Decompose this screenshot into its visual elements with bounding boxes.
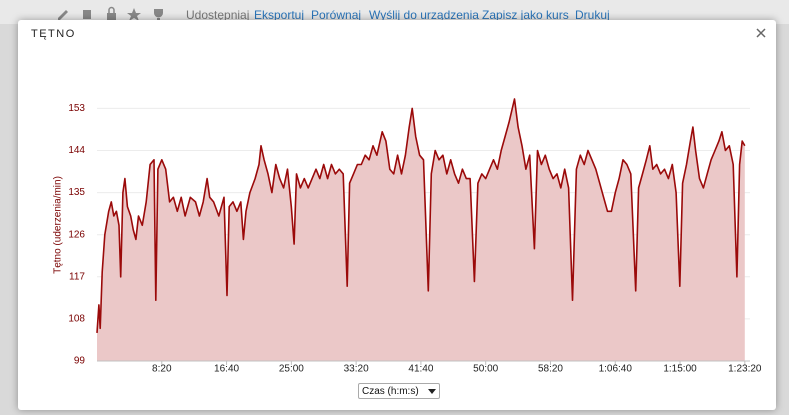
x-tick-label: 1:23:20 xyxy=(728,364,762,375)
area-fill xyxy=(97,99,745,361)
selector-text: Czas (h:m:s) xyxy=(362,386,419,397)
toolbar-link[interactable]: Eksportuj xyxy=(254,8,305,22)
x-tick-label: 25:00 xyxy=(279,364,304,375)
modal-title: TĘTNO xyxy=(31,28,76,40)
y-tick-label: 117 xyxy=(69,271,85,282)
x-tick-label: 8:20 xyxy=(152,364,172,375)
dropdown-arrow xyxy=(428,389,436,394)
heart-rate-line xyxy=(96,98,746,333)
toolbar-icons xyxy=(58,6,163,21)
y-axis-label: Tętno (uderzenia/min) xyxy=(53,176,64,274)
y-tick-label: 108 xyxy=(68,314,85,325)
x-tick-label: 16:40 xyxy=(214,364,239,375)
x-tick-label: 50:00 xyxy=(473,364,498,375)
x-axis-selector[interactable]: Czas (h:m:s) xyxy=(358,383,440,399)
toolbar-link[interactable]: Drukuj xyxy=(575,8,610,22)
x-tick-label: 33:20 xyxy=(344,364,369,375)
y-tick-label: 135 xyxy=(68,187,85,198)
close-button[interactable] xyxy=(754,26,768,40)
toolbar-item[interactable]: Udostępniaj xyxy=(186,8,250,22)
y-tick-label: 126 xyxy=(68,229,85,240)
y-tick-label: 144 xyxy=(68,145,85,156)
toolbar-link[interactable]: Porównaj xyxy=(311,8,362,22)
y-tick-label: 99 xyxy=(74,356,86,367)
x-tick-label: 41:40 xyxy=(408,364,433,375)
x-tick-label: 1:15:00 xyxy=(663,364,697,375)
toolbar-link[interactable]: Wyślij do urządzenia xyxy=(369,8,479,22)
y-tick-label: 153 xyxy=(68,103,85,114)
x-tick-label: 1:06:40 xyxy=(599,364,633,375)
toolbar-link[interactable]: Zapisz jako kurs xyxy=(482,8,569,22)
x-tick-label: 58:20 xyxy=(538,364,563,375)
